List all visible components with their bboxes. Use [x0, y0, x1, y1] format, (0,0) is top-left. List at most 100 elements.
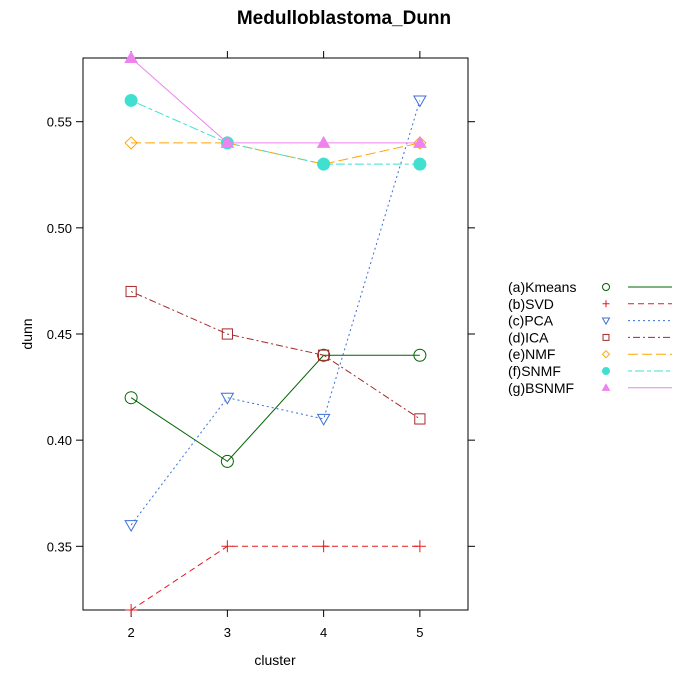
data-point-e-nmf-3-shape [413, 136, 427, 150]
data-point-d-ica-1-shape [221, 328, 233, 340]
legend-label-d-ica: (d)ICA [508, 329, 549, 345]
data-point-b-svd-0 [125, 604, 138, 616]
series-line-d-ica [130, 291, 421, 420]
legend-marker-e-nmf [601, 349, 611, 359]
data-point-g-bsnmf-2-shape [316, 135, 331, 148]
series-line-b-svd [130, 545, 420, 611]
legend-marker-b-svd [602, 300, 610, 308]
data-point-a-kmeans-2 [317, 348, 331, 362]
data-point-g-bsnmf-2 [316, 135, 331, 148]
data-point-c-pca-3 [413, 95, 427, 108]
y-tick-label-1: 0.40 [47, 433, 72, 448]
data-point-g-bsnmf-0 [124, 50, 138, 63]
data-point-f-snmf-0-shape [124, 93, 138, 107]
series-line-a-kmeans [130, 354, 420, 463]
y-axis-label: dunn [19, 318, 35, 349]
y-tick-label-3: 0.50 [47, 221, 72, 236]
data-point-f-snmf-0 [124, 93, 138, 107]
y-tick-label-4: 0.55 [47, 115, 72, 130]
series-c-pca [124, 95, 427, 533]
x-tick-label-0: 2 [128, 625, 135, 640]
y-axis: 0.35 0.40 0.45 0.50 0.55 [47, 115, 475, 554]
data-point-a-kmeans-1-shape [220, 454, 234, 468]
data-point-c-pca-2-shape [316, 413, 331, 426]
chart-title: Medulloblastoma_Dunn [237, 8, 451, 29]
data-point-d-ica-0 [125, 285, 137, 298]
data-point-f-snmf-3 [413, 157, 427, 171]
data-point-d-ica-2 [318, 349, 330, 361]
data-point-f-snmf-2 [317, 157, 331, 171]
legend-marker-c-pca-shape [601, 317, 611, 326]
data-point-c-pca-3-shape [413, 95, 427, 108]
data-point-c-pca-1-shape [220, 392, 235, 405]
legend-marker-f-snmf [602, 367, 610, 375]
data-point-g-bsnmf-1-shape [220, 135, 235, 148]
legend-label-e-nmf: (e)NMF [508, 346, 555, 362]
legend-marker-g-bsnmf [601, 383, 611, 391]
series-layer [124, 50, 427, 616]
data-point-g-bsnmf-3-shape [413, 135, 427, 148]
series-b-svd [125, 540, 426, 616]
data-point-a-kmeans-1 [220, 454, 234, 468]
data-point-f-snmf-3-shape [413, 157, 427, 171]
legend-label-c-pca: (c)PCA [508, 313, 554, 329]
data-point-g-bsnmf-1 [220, 135, 235, 148]
data-point-c-pca-0 [124, 520, 138, 533]
data-point-b-svd-2-shape [317, 540, 330, 553]
data-point-e-nmf-0-shape [124, 136, 138, 150]
legend-marker-b-svd-shape [602, 300, 610, 308]
data-point-b-svd-3 [413, 540, 426, 553]
data-point-b-svd-1-shape [221, 540, 234, 553]
legend-marker-a-kmeans-shape [602, 283, 610, 291]
legend-marker-a-kmeans [602, 283, 610, 291]
plot-frame [82, 57, 469, 611]
data-point-b-svd-1 [221, 540, 234, 553]
series-line-g-bsnmf [130, 57, 420, 144]
series-a-kmeans [124, 348, 427, 468]
data-point-a-kmeans-2-shape [317, 348, 331, 362]
data-point-d-ica-2-shape [318, 349, 330, 361]
x-tick-label-2: 4 [320, 625, 327, 640]
data-point-c-pca-0-shape [124, 520, 138, 533]
data-point-g-bsnmf-3 [413, 135, 427, 148]
data-point-d-ica-0-shape [125, 285, 137, 298]
x-axis-label: cluster [254, 652, 296, 668]
series-f-snmf [124, 93, 427, 171]
x-tick-label-3: 5 [416, 625, 423, 640]
x-axis: 2 3 4 5 [128, 51, 423, 640]
data-point-c-pca-1 [220, 392, 235, 405]
data-point-f-snmf-2-shape [317, 157, 331, 171]
series-line-f-snmf [130, 100, 420, 165]
legend-label-f-snmf: (f)SNMF [508, 363, 561, 379]
data-point-a-kmeans-3 [413, 348, 427, 362]
legend-marker-f-snmf-shape [602, 367, 610, 375]
legend-marker-e-nmf-shape [601, 349, 611, 359]
data-point-b-svd-0-shape [125, 604, 138, 616]
data-point-g-bsnmf-0-shape [124, 50, 138, 63]
legend-label-g-bsnmf: (g)BSNMF [508, 380, 574, 396]
data-point-a-kmeans-3-shape [413, 348, 427, 362]
data-point-b-svd-3-shape [413, 540, 426, 553]
x-tick-label-1: 3 [224, 625, 231, 640]
data-point-a-kmeans-0 [124, 391, 138, 405]
legend: (a)Kmeans(b)SVD(c)PCA(d)ICA(e)NMF(f)SNMF… [508, 279, 672, 396]
data-point-e-nmf-3 [413, 136, 427, 150]
legend-label-b-svd: (b)SVD [508, 296, 554, 312]
y-tick-label-2: 0.45 [47, 327, 72, 342]
data-point-a-kmeans-0-shape [124, 391, 138, 405]
legend-label-a-kmeans: (a)Kmeans [508, 279, 576, 295]
data-point-e-nmf-0 [124, 136, 138, 150]
data-point-c-pca-2 [316, 413, 331, 426]
data-point-d-ica-3-shape [414, 413, 426, 425]
series-d-ica [125, 285, 426, 425]
data-point-b-svd-2 [317, 540, 330, 553]
legend-marker-d-ica-shape [602, 333, 610, 341]
series-g-bsnmf [124, 50, 427, 148]
legend-marker-c-pca [601, 317, 611, 326]
legend-marker-g-bsnmf-shape [601, 383, 611, 391]
data-point-d-ica-3 [414, 413, 426, 425]
y-tick-label-0: 0.35 [47, 539, 72, 554]
legend-marker-d-ica [602, 333, 610, 341]
data-point-d-ica-1 [221, 328, 233, 340]
